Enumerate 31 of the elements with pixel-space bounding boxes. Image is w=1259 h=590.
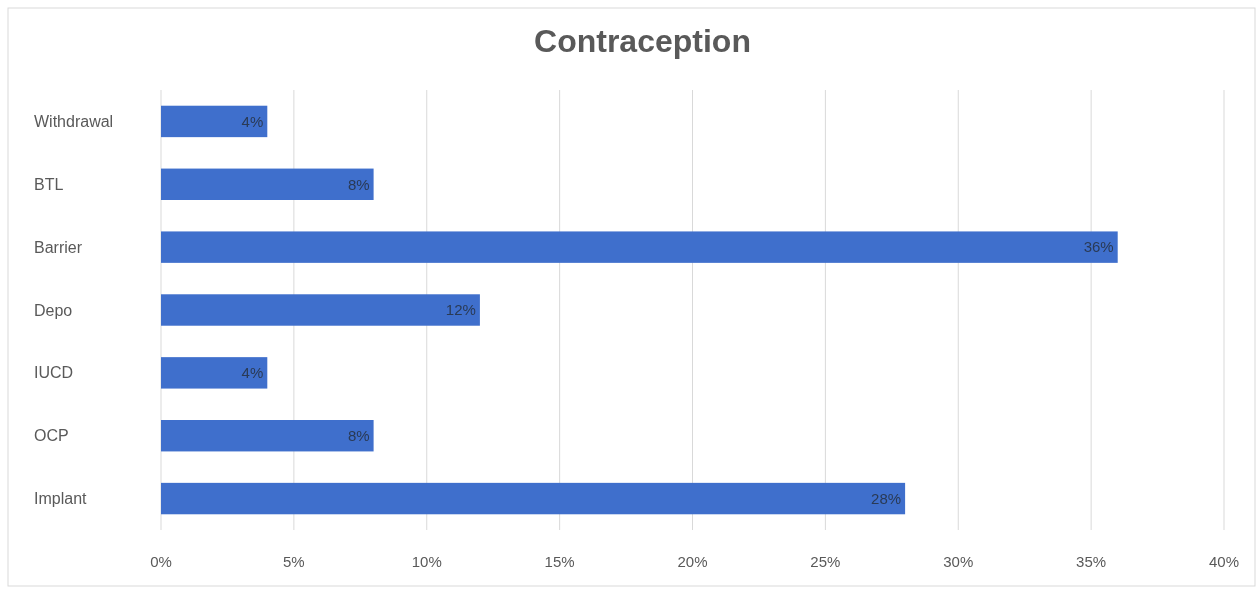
x-tick-label: 15% bbox=[544, 553, 575, 570]
bar bbox=[161, 420, 374, 452]
x-tick-label: 20% bbox=[677, 553, 708, 570]
y-tick-label: OCP bbox=[34, 427, 69, 445]
data-label: 36% bbox=[1083, 238, 1114, 256]
y-tick-label: Barrier bbox=[34, 238, 83, 256]
data-label: 4% bbox=[241, 112, 264, 130]
y-tick-label: Implant bbox=[34, 490, 88, 508]
data-label: 8% bbox=[347, 426, 370, 444]
bar bbox=[161, 105, 268, 138]
y-tick-label: BTL bbox=[34, 175, 64, 193]
bar bbox=[161, 357, 268, 389]
data-label: 4% bbox=[241, 364, 264, 382]
bar bbox=[161, 294, 480, 326]
x-tick-label: 10% bbox=[411, 553, 442, 570]
x-tick-label: 40% bbox=[1208, 553, 1240, 570]
data-label: 12% bbox=[445, 301, 476, 319]
bar bbox=[161, 482, 906, 515]
x-tick-label: 35% bbox=[1076, 553, 1107, 570]
data-label: 28% bbox=[871, 489, 902, 507]
y-tick-label: IUCD bbox=[34, 364, 74, 382]
y-tick-label: Depo bbox=[34, 301, 73, 319]
chart-title: Contraception bbox=[534, 23, 751, 59]
bar bbox=[161, 231, 1118, 263]
x-tick-label: 25% bbox=[810, 553, 841, 570]
bar bbox=[161, 168, 374, 200]
data-label: 8% bbox=[347, 175, 370, 193]
x-tick-label: 5% bbox=[283, 553, 305, 570]
x-tick-label: 0% bbox=[150, 553, 172, 570]
y-tick-label: Withdrawal bbox=[34, 113, 114, 131]
x-tick-label: 30% bbox=[943, 553, 974, 570]
